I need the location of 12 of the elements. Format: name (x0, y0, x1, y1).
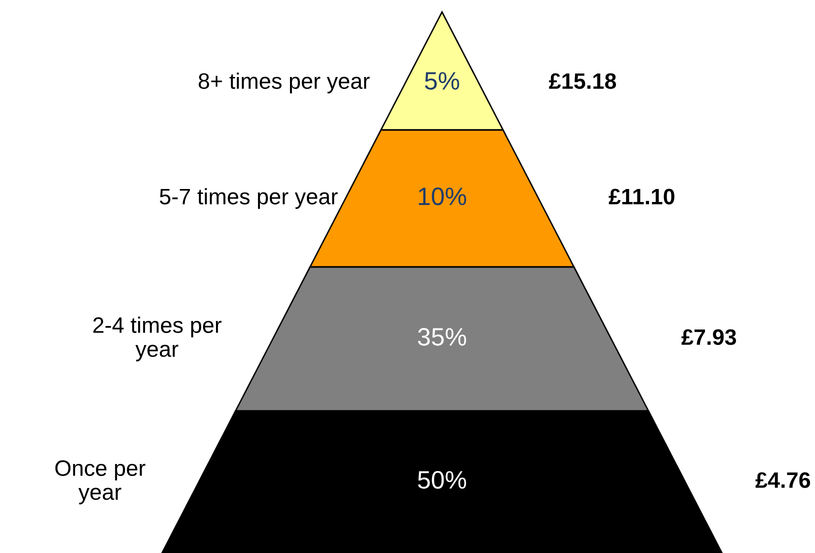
data-label: 10% (418, 188, 466, 206)
data-label: 50% (418, 471, 466, 489)
text: £7.93 (681, 329, 736, 345)
category-label: 5-7 times per year (160, 188, 338, 209)
text: £15.18 (548, 73, 616, 89)
text: £4.76 (755, 472, 810, 488)
category-label: 2-4 times per year (93, 316, 222, 362)
category-label: 8+ times per year (198, 72, 370, 94)
text: £11.10 (608, 188, 674, 204)
data-label: 35% (418, 328, 466, 346)
data-label: 5% (424, 72, 460, 90)
category-label: Once per year (55, 460, 146, 504)
